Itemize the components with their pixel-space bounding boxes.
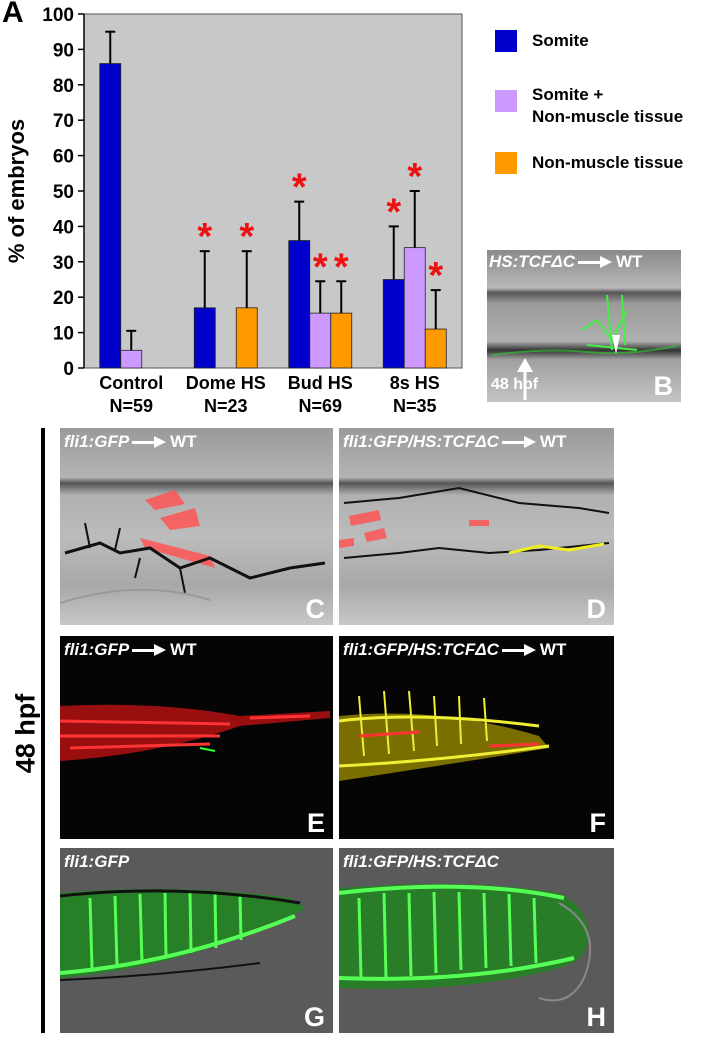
bar [193, 307, 216, 369]
panel-f-label: fli1:GFP/HS:TCFΔC WT [343, 640, 567, 659]
panel-b-label: HS:TCFΔC WT [489, 252, 643, 271]
panel-h-label: fli1:GFP/HS:TCFΔC [343, 852, 499, 871]
arrow-icon [132, 644, 167, 656]
x-category-label: 8s HS [390, 373, 440, 393]
panel-b-image: HS:TCFΔC WT 48 hpf B [487, 250, 681, 402]
y-tick-label: 90 [53, 40, 74, 61]
significance-asterisk: * [386, 191, 401, 233]
significance-asterisk: * [334, 246, 349, 288]
arrow-icon [578, 256, 613, 268]
legend-label-non-muscle: Non-muscle tissue [532, 153, 684, 172]
panel-g-image: fli1:GFP G [60, 848, 333, 1033]
legend-label-somite: Somite [532, 31, 589, 50]
x-category-label: Bud HS [288, 373, 353, 393]
y-axis-label: % of embryos [4, 119, 29, 263]
x-category-n: N=35 [393, 396, 437, 416]
x-category-n: N=23 [204, 396, 248, 416]
bar [288, 240, 311, 369]
legend-label-somite-plus-2: Non-muscle tissue [532, 107, 684, 126]
panel-h-image: fli1:GFP/HS:TCFΔC H [339, 848, 614, 1033]
arrow-icon [501, 436, 536, 448]
panel-e-letter: E [306, 808, 325, 838]
bar [309, 312, 332, 369]
bar [120, 349, 143, 369]
y-tick-label: 20 [53, 288, 74, 309]
arrow-icon [132, 436, 167, 448]
bar [382, 279, 405, 369]
y-tick-label: 70 [53, 111, 74, 132]
x-category-n: N=69 [298, 396, 342, 416]
panel-e-image: fli1:GFP WT E [60, 636, 333, 839]
vertical-bracket [41, 428, 45, 1033]
y-tick-label: 0 [63, 359, 74, 380]
bar [403, 247, 426, 369]
panel-d-letter: D [586, 594, 607, 624]
significance-asterisk: * [292, 167, 307, 209]
bar-chart: 0 10 20 30 40 50 60 70 80 90 100 Control N=59 Dome HS… [4, 5, 463, 416]
significance-asterisk: * [407, 156, 422, 198]
significance-asterisk: * [313, 246, 328, 288]
y-tick-label: 80 [53, 76, 74, 97]
y-tick-label: 10 [53, 324, 74, 345]
legend-label-somite-plus-1: Somite + [532, 85, 604, 104]
y-tick-label: 30 [53, 253, 74, 274]
panel-g-letter: G [303, 1002, 325, 1032]
panel-g-label: fli1:GFP [64, 852, 130, 871]
panel-d-image: fli1:GFP/HS:TCFΔC WT D [339, 428, 614, 625]
x-category-n: N=59 [109, 396, 153, 416]
legend-swatch-somite [495, 30, 517, 52]
significance-asterisk: * [197, 216, 212, 258]
panel-b-stage: 48 hpf [491, 376, 539, 393]
y-tick-label: 100 [42, 5, 74, 26]
panel-c-letter: C [305, 594, 326, 624]
y-tick-label: 60 [53, 147, 74, 168]
legend-swatch-somite-plus [495, 90, 517, 112]
side-stage-label: 48 hpf [10, 693, 41, 774]
bar [330, 312, 353, 369]
arrow-icon [501, 644, 536, 656]
panel-c-label: fli1:GFP WT [64, 432, 197, 451]
panel-b-letter: B [653, 371, 674, 401]
significance-asterisk: * [239, 216, 254, 258]
significance-asterisk: * [428, 255, 443, 297]
bar [424, 328, 447, 369]
x-category-label: Dome HS [186, 373, 266, 393]
x-category-label: Control [99, 373, 163, 393]
y-tick-label: 50 [53, 182, 74, 203]
panel-e-label: fli1:GFP WT [64, 640, 197, 659]
bar [235, 307, 258, 369]
panel-b-fluorescence [491, 294, 678, 400]
panel-c-image: fli1:GFP WT C [60, 428, 333, 625]
bar [99, 63, 122, 369]
y-tick-label: 40 [53, 217, 74, 238]
panel-a-letter: A [2, 0, 24, 29]
panel-d-label: fli1:GFP/HS:TCFΔC WT [343, 432, 567, 451]
panel-f-letter: F [589, 808, 607, 838]
panel-h-letter: H [586, 1002, 607, 1032]
panel-f-image: fli1:GFP/HS:TCFΔC WT F [339, 636, 614, 839]
legend-swatch-non-muscle [495, 152, 517, 174]
